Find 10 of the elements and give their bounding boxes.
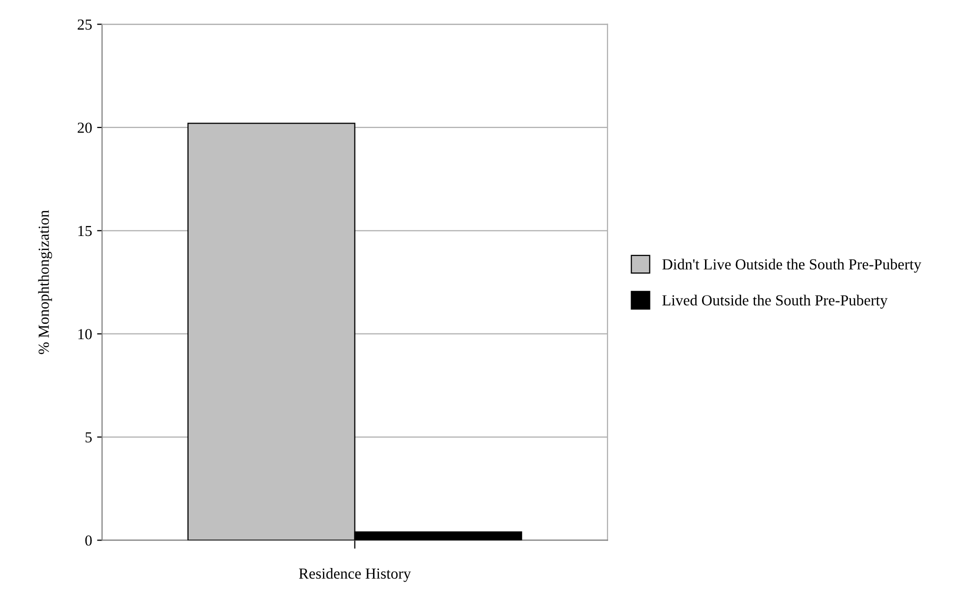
x-axis-title: Residence History <box>299 568 411 582</box>
legend-label: Didn't Live Outside the South Pre-Puberty <box>662 258 922 273</box>
y-tick-label: 15 <box>78 226 92 236</box>
legend-label: Lived Outside the South Pre-Puberty <box>662 294 888 309</box>
y-tick-label: 20 <box>78 122 92 133</box>
y-axis-title: % Monophthongization <box>38 210 52 354</box>
y-tick-label: 0 <box>85 535 92 546</box>
y-tick-label: 25 <box>78 19 92 30</box>
y-tick-label: 5 <box>86 432 92 442</box>
y-tick-label: 10 <box>78 328 92 340</box>
